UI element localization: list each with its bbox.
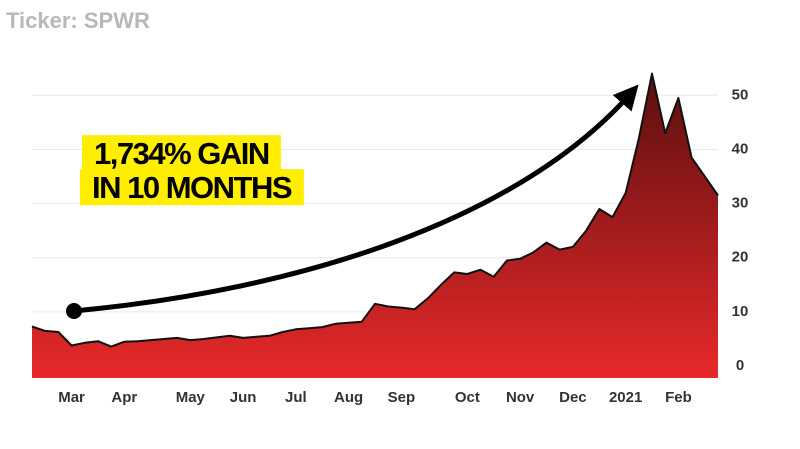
x-tick-label: 2021 — [609, 389, 642, 406]
x-tick-label: Sep — [388, 389, 416, 406]
x-tick-label: Apr — [111, 389, 137, 406]
y-tick-label: 10 — [732, 303, 749, 320]
annotation: IN 10 MONTHS — [92, 170, 292, 205]
line — [31, 72, 719, 348]
x-tick-label: Dec — [559, 389, 587, 406]
x-tick-label: Oct — [455, 389, 480, 406]
highlight — [82, 135, 281, 172]
x-tick-label: Aug — [334, 389, 363, 406]
x-tick-label: Feb — [665, 389, 692, 406]
x-tick-label: Jul — [285, 389, 307, 406]
x-tick-label: Mar — [58, 389, 85, 406]
y-tick-label: 30 — [732, 195, 749, 212]
highlight — [80, 169, 304, 206]
annotation: 1,734% GAIN — [94, 136, 269, 171]
chart-title: Ticker: SPWR — [6, 8, 150, 33]
area — [32, 73, 718, 378]
x-tick-label: Jun — [230, 389, 257, 406]
y-tick-label: 20 — [732, 249, 749, 266]
x-tick-label: Nov — [506, 389, 535, 406]
y-tick-label: 40 — [732, 140, 749, 157]
arrow — [73, 84, 639, 314]
y-tick-label: 50 — [732, 86, 749, 103]
y-tick-label: 0 — [736, 357, 744, 374]
arrow-start — [66, 303, 82, 319]
x-tick-label: May — [176, 389, 206, 406]
